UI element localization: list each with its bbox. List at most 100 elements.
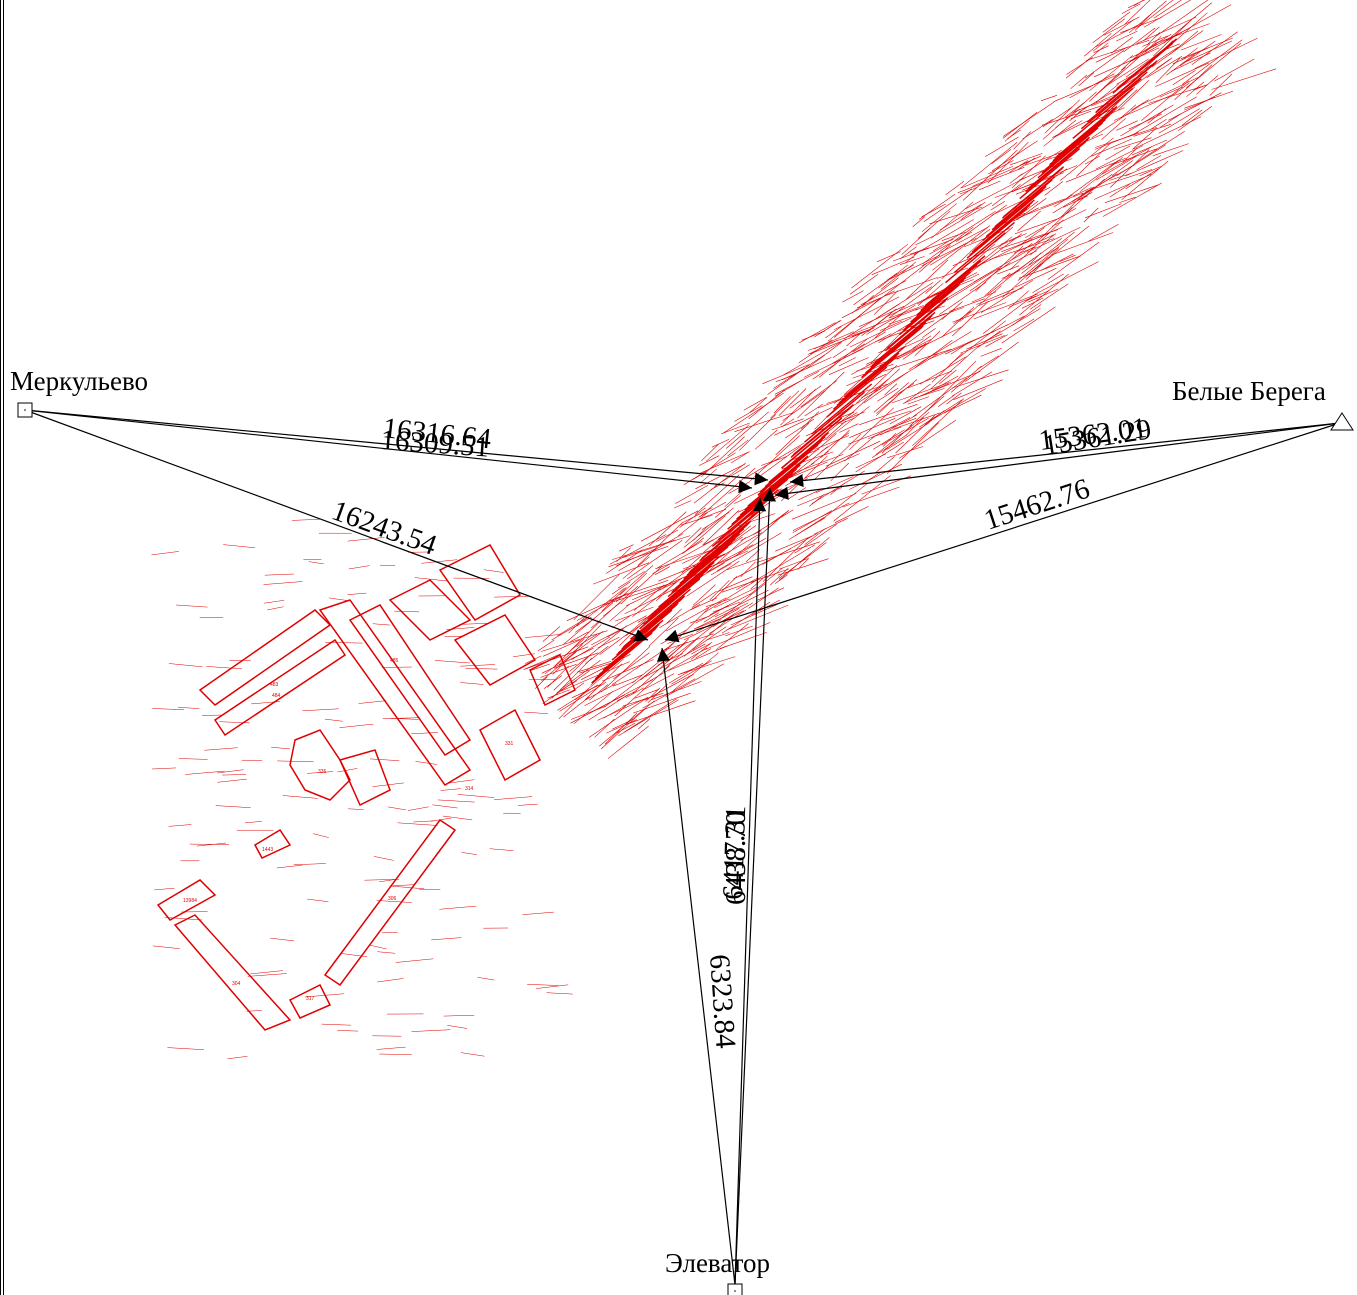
survey-leader-line [609,534,667,565]
building-outline [348,604,472,757]
survey-leader-line [745,549,761,563]
survey-leader-line [823,420,846,442]
survey-leader-line [774,406,833,436]
survey-leader-line [622,535,691,558]
survey-leader-line [733,548,792,580]
survey-leader-line [919,356,967,385]
survey-leader-line [1083,207,1099,223]
survey-leader-line [1009,173,1023,184]
building-outline [198,609,332,706]
survey-leader-line [705,598,731,607]
survey-leader-line [880,261,917,290]
survey-leader-line [795,517,825,537]
survey-leader-line [576,594,626,621]
survey-leader-line [852,331,886,353]
survey-core-line [747,455,809,507]
survey-leader-line [588,694,629,721]
survey-leader-line [644,673,694,701]
survey-leader-line [215,805,251,808]
survey-leader-line [348,808,364,810]
survey-leader-line [648,511,687,547]
distance-label: 6417.31 [717,805,752,900]
survey-leader-line [989,238,1055,260]
survey-leader-line [721,601,771,634]
survey-leader-line [1091,102,1144,139]
survey-leader-line [1095,127,1157,148]
survey-leader-line [394,610,420,613]
survey-leader-line [1018,227,1045,246]
survey-leader-line [313,833,329,838]
survey-leader-line [177,707,200,709]
survey-leader-line [1209,73,1233,96]
survey-leader-line [271,746,290,750]
survey-leader-line [364,879,400,881]
survey-leader-line [465,668,498,670]
survey-leader-line [975,245,1024,292]
survey-leader-line [1159,86,1183,98]
survey-leader-line [953,379,1003,400]
survey-leader-line [756,541,820,563]
survey-leader-line [931,375,959,391]
survey-leader-line [376,1046,406,1050]
survey-leader-line [1054,194,1073,208]
survey-leader-line [206,666,243,670]
survey-leader-line [1181,47,1198,61]
survey-leader-line [876,391,903,416]
building-label: 336 [318,769,327,775]
survey-leader-line [1191,31,1238,65]
survey-leader-line [877,387,899,402]
survey-leader-line [546,992,573,995]
survey-leader-line [782,390,826,421]
survey-leader-line [167,1047,205,1050]
survey-leader-line [923,188,972,223]
survey-leader-line [804,403,824,417]
survey-leader-line [1014,217,1060,235]
building-label: 331 [505,741,514,747]
building-label: 13984 [183,898,197,904]
building-outline [254,828,292,859]
survey-leader-line [1001,233,1050,252]
survey-leader-line [614,665,670,717]
survey-leader-line [699,468,718,484]
survey-leader-line [982,293,1037,334]
survey-leader-line [227,1056,248,1060]
survey-leader-line [415,761,438,765]
survey-leader-line [1076,192,1093,201]
survey-leader-line [1141,77,1199,105]
survey-leader-line [770,390,800,419]
survey-core-line [768,432,830,484]
survey-leader-line [819,483,868,522]
station-name-merkulevo: Меркульево [10,366,148,396]
survey-core-line [862,325,924,377]
survey-leader-line [918,193,956,220]
survey-leader-line [1109,172,1133,181]
survey-leader-line [828,357,869,375]
survey-leader-line [632,644,681,684]
survey-leader-line [714,494,741,518]
survey-leader-line [618,544,634,552]
survey-leader-line [833,333,892,364]
survey-leader-line [941,306,975,338]
survey-leader-line [489,848,514,851]
survey-leader-line [941,233,990,280]
survey-core-line [910,271,972,323]
survey-leader-line [369,758,400,761]
survey-leader-line [912,335,932,349]
survey-leader-line [996,265,1020,275]
survey-leader-line [1121,43,1151,71]
measurement-rays [24,409,1341,1286]
survey-core-line [886,297,948,349]
survey-leader-line [978,287,1024,306]
survey-leader-line [178,758,208,760]
ray-belye-1 [774,422,1341,500]
survey-leader-line [477,977,495,981]
survey-leader-line [917,210,951,239]
survey-leader-line [1093,47,1160,78]
survey-leader-line [961,166,1013,189]
survey-leader-line [612,674,643,687]
survey-leader-line [861,308,897,337]
survey-leader-line [1072,186,1095,203]
survey-leader-line [726,557,763,571]
survey-leader-line [1011,155,1046,189]
survey-leader-line [411,732,438,734]
